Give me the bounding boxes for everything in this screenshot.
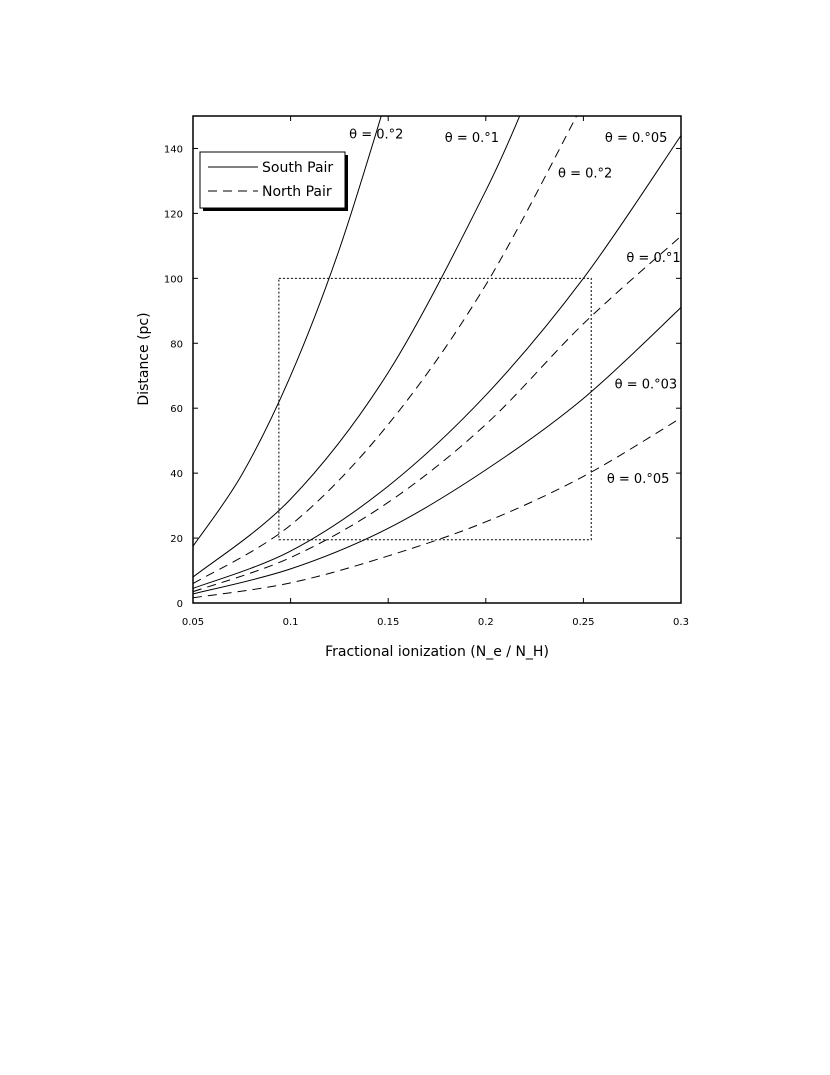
south-pair-line — [193, 116, 382, 547]
y-tick-labels: 0 20 40 60 80 100 120 140 — [164, 144, 183, 610]
y-tick-label: 0 — [177, 599, 183, 610]
y-tick-label: 80 — [170, 339, 183, 350]
y-tick-label: 40 — [170, 469, 183, 480]
y-tick-label: 60 — [170, 404, 183, 415]
y-tick-label: 100 — [164, 274, 183, 285]
south-pair-line — [193, 135, 681, 589]
y-tick-label: 140 — [164, 144, 183, 155]
region-box — [278, 277, 592, 541]
curve-label: θ = 0.°1 — [626, 251, 680, 266]
x-tick-label: 0.15 — [377, 617, 399, 628]
region-box-rect — [278, 277, 592, 541]
curve-label: θ = 0.°05 — [607, 472, 670, 487]
series-lines — [193, 116, 681, 599]
curve-label: θ = 0.°03 — [615, 378, 678, 393]
curve-label: θ = 0.°2 — [558, 167, 612, 182]
x-tick-labels: 0.05 0.1 0.15 0.2 0.25 0.3 — [182, 617, 689, 628]
x-tick-label: 0.3 — [673, 617, 689, 628]
legend: South Pair North Pair — [199, 151, 348, 211]
legend-label: North Pair — [262, 184, 332, 200]
north-pair-line — [193, 116, 578, 584]
x-tick-label: 0.1 — [283, 617, 299, 628]
north-pair-line — [193, 417, 681, 599]
legend-label: South Pair — [262, 160, 333, 176]
x-tick-label: 0.25 — [572, 617, 594, 628]
curve-label: θ = 0.°1 — [445, 131, 499, 146]
plot-frame — [192, 115, 682, 604]
x-tick-label: 0.2 — [478, 617, 494, 628]
x-tick-label: 0.05 — [182, 617, 204, 628]
y-axis-label: Distance (pc) — [136, 312, 152, 405]
axis-ticks — [192, 116, 682, 604]
x-axis-label: Fractional ionization (N_e / N_H) — [325, 644, 549, 660]
south-pair-line — [193, 307, 681, 595]
y-tick-label: 120 — [164, 209, 183, 220]
north-pair-line — [193, 235, 681, 593]
curve-label: θ = 0.°05 — [605, 131, 668, 146]
curve-label: θ = 0.°2 — [349, 128, 403, 143]
y-tick-label: 20 — [170, 534, 183, 545]
curve-labels: θ = 0.°2 θ = 0.°1 θ = 0.°05 θ = 0.°2 θ = 0.°… — [349, 128, 680, 487]
legend-box — [199, 151, 346, 209]
south-pair-line — [193, 116, 521, 578]
